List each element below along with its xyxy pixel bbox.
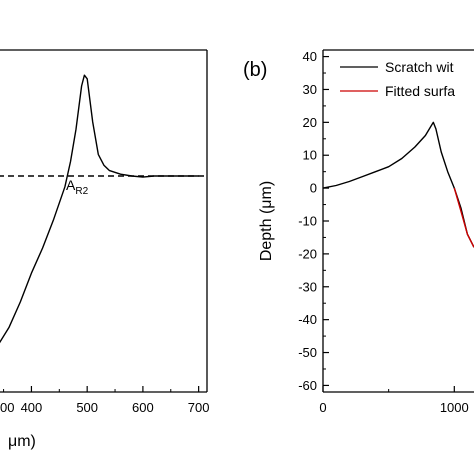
panel-a-x-tick-label: 400 [21, 400, 43, 415]
panel-a-profile-line [0, 74, 199, 344]
panel-b-y-tick-label: 40 [303, 49, 317, 64]
panel-b-y-tick-label: -60 [298, 378, 317, 393]
panel-a: 400 500 600 700 00 AR2 μm) [0, 49, 209, 450]
panel-b-y-tick-label: -20 [298, 246, 317, 261]
panel-b-label: (b) [243, 59, 267, 81]
panel-b-y-tick-label: 20 [303, 115, 317, 130]
panel-b-legend: Scratch wit Fitted surfa [340, 59, 455, 99]
panel-b-fitted-line [453, 187, 474, 248]
panel-b-y-axis-title: Depth (μm) [258, 181, 275, 261]
panel-a-x-tick-label: 700 [188, 400, 210, 415]
panel-b-scratch-line [322, 121, 474, 248]
panel-a-annotation: AR2 [66, 177, 89, 197]
panel-b: (b) 40 30 20 10 0 -10 -20 -30 -40 -50 -60 0 1000 De… [243, 49, 474, 415]
panel-a-x-ticks: 400 500 600 700 00 [0, 386, 209, 415]
panel-a-series [0, 74, 207, 344]
panel-a-x-tick-label-partial: 00 [0, 400, 14, 415]
panel-b-x-tick-label: 0 [319, 400, 326, 415]
panel-b-y-tick-label: -30 [298, 279, 317, 294]
panel-b-y-tick-label: -50 [298, 345, 317, 360]
panel-b-y-tick-label: 30 [303, 82, 317, 97]
panel-a-x-tick-label: 500 [76, 400, 98, 415]
panel-a-x-tick-label: 600 [132, 400, 154, 415]
panel-b-x-ticks: 0 1000 [319, 386, 469, 415]
legend-label-fitted: Fitted surfa [385, 83, 455, 99]
panel-b-y-ticks: 40 30 20 10 0 -10 -20 -30 -40 -50 -60 [298, 49, 329, 393]
panel-b-y-tick-label: -10 [298, 214, 317, 229]
panel-b-series [322, 121, 474, 248]
panel-b-y-tick-label: 0 [310, 181, 317, 196]
panel-a-x-axis-title: μm) [8, 433, 36, 450]
panel-b-x-tick-label: 1000 [440, 400, 469, 415]
panel-b-y-tick-label: -40 [298, 312, 317, 327]
panel-b-y-tick-label: 10 [303, 148, 317, 163]
legend-label-scratch: Scratch wit [385, 59, 454, 75]
